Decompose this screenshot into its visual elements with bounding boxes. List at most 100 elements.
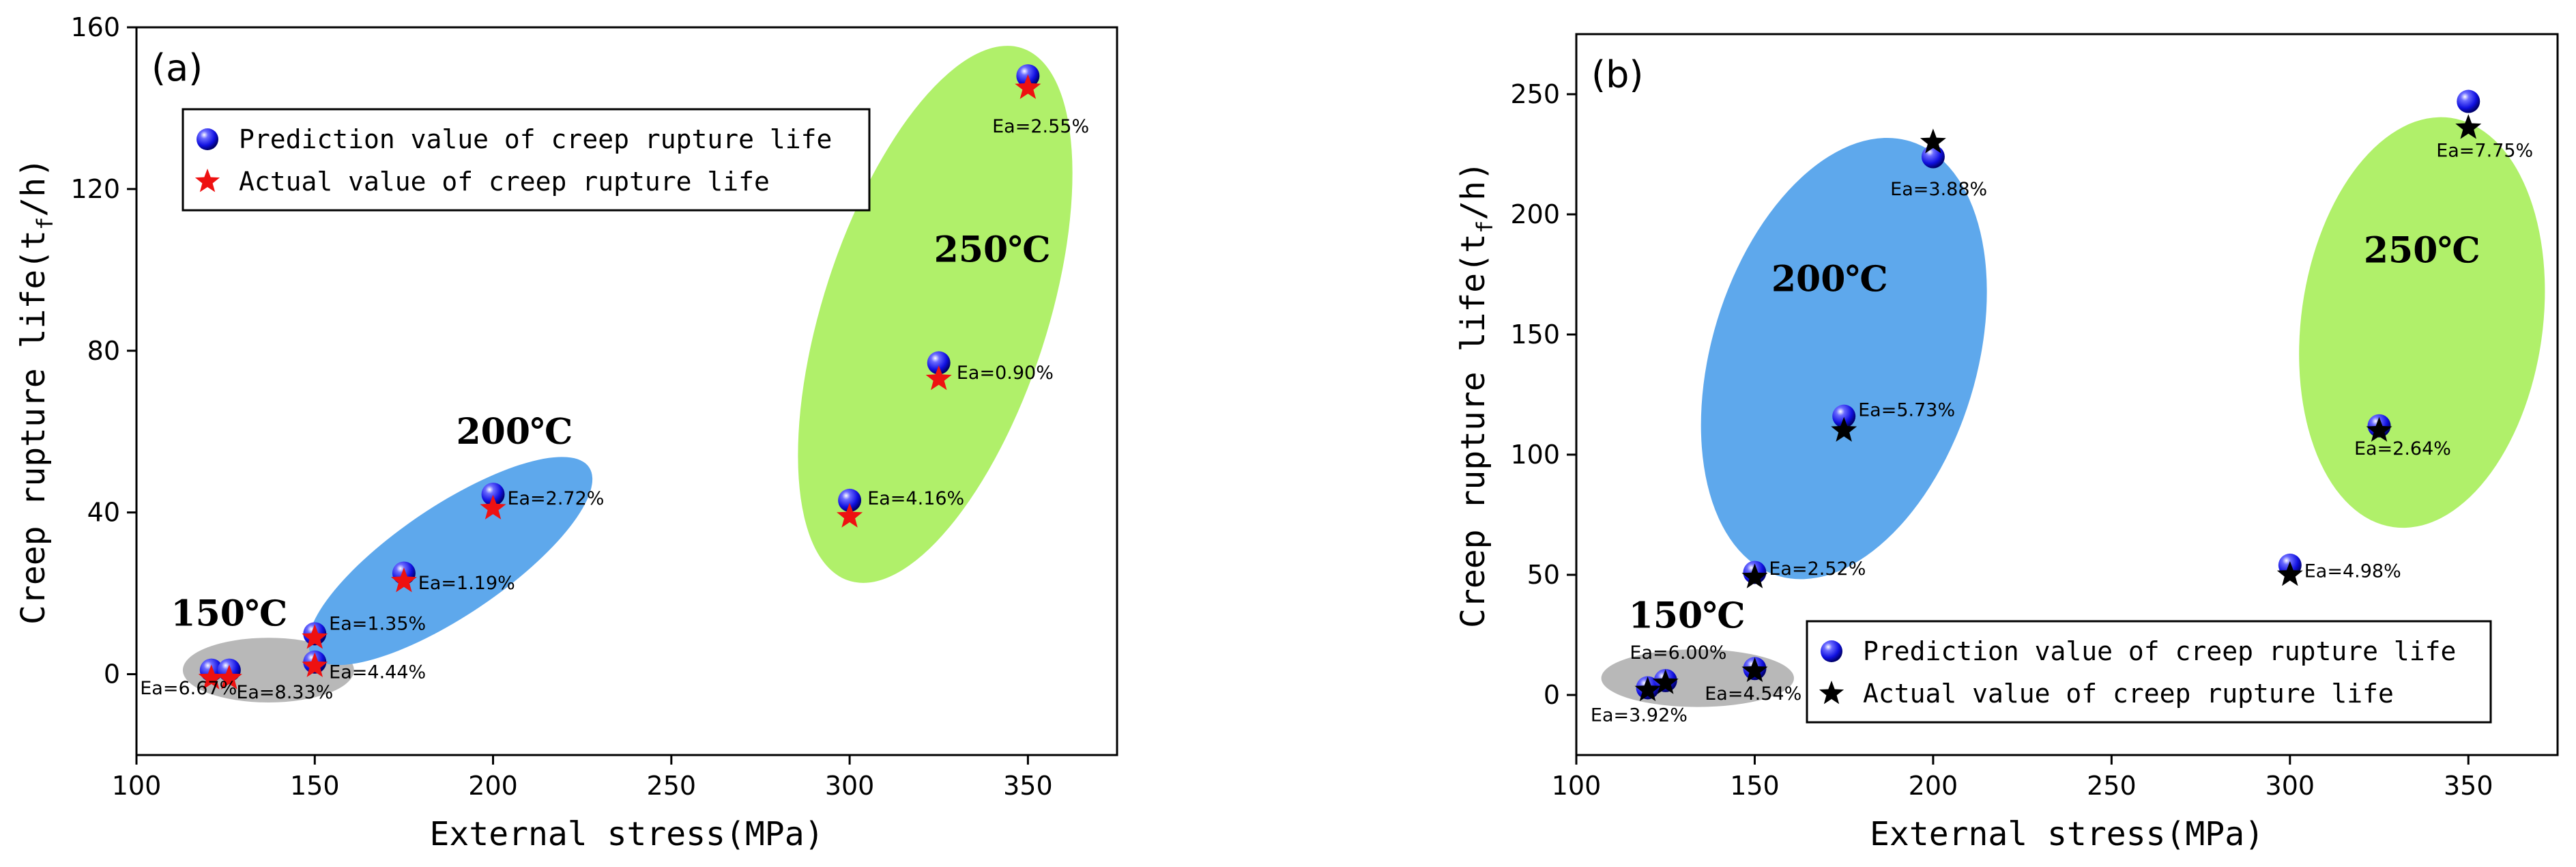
error-annotation: Ea=1.35% xyxy=(329,613,426,634)
x-tick-label: 200 xyxy=(1909,771,1958,801)
legend-predicted-marker xyxy=(197,128,218,150)
chart-panel-a: 100 150 200 250 300 350 0 40 80 120 160 External st… xyxy=(14,12,1118,853)
region-1-ellipse xyxy=(308,457,593,666)
x-tick-label: 250 xyxy=(2087,771,2137,801)
region-label: 250℃ xyxy=(2364,229,2480,271)
legend-box xyxy=(1806,620,2492,724)
error-annotation: Ea=2.64% xyxy=(2354,438,2451,459)
y-tick-label: 200 xyxy=(1510,199,1560,229)
error-annotation: Ea=7.75% xyxy=(2436,141,2533,162)
actual-point xyxy=(302,652,328,677)
legend-actual-label: Actual value of creep rupture life xyxy=(1863,679,2394,709)
legend-predicted-marker xyxy=(1821,640,1842,662)
y-axis-label-sub: f xyxy=(1472,221,1498,233)
x-tick-label: 200 xyxy=(468,771,518,801)
error-annotation: Ea=2.55% xyxy=(992,116,1089,137)
error-annotation: Ea=8.33% xyxy=(236,682,333,703)
x-tick-label: 150 xyxy=(1730,771,1780,801)
y-tick-label: 50 xyxy=(1527,560,1560,590)
predicted-point xyxy=(1921,145,1945,169)
legend-predicted-label: Prediction value of creep rupture life xyxy=(239,124,832,154)
actual-point xyxy=(2366,416,2392,442)
legend-actual-marker xyxy=(1819,681,1844,705)
error-annotation: Ea=3.88% xyxy=(1890,179,1987,200)
x-tick-label: 350 xyxy=(2444,771,2493,801)
y-tick-label: 0 xyxy=(1544,680,1560,710)
y-axis-label-main: Creep rupture life(t xyxy=(14,230,53,625)
x-tick-label: 150 xyxy=(290,771,340,801)
y-axis-label-sub: f xyxy=(32,217,58,230)
actual-point xyxy=(1015,74,1041,99)
actual-point xyxy=(2276,561,2303,586)
panel-label: (b) xyxy=(1591,53,1643,96)
y-tick-label: 80 xyxy=(87,336,120,366)
actual-point xyxy=(302,624,328,649)
predicted-point xyxy=(481,483,505,507)
error-annotation: Ea=4.98% xyxy=(2304,561,2401,582)
actual-point xyxy=(1634,677,1661,702)
y-axis-label-end: /h) xyxy=(14,158,53,217)
error-annotation: Ea=5.73% xyxy=(1858,400,1955,421)
predicted-point xyxy=(838,488,862,512)
x-axis-label: External stress(MPa) xyxy=(1870,815,2264,853)
error-annotation: Ea=4.54% xyxy=(1705,683,1801,705)
actual-point xyxy=(1652,669,1679,694)
legend-actual-label: Actual value of creep rupture life xyxy=(239,167,770,197)
x-tick-label: 300 xyxy=(2266,771,2315,801)
x-tick-label: 300 xyxy=(825,771,875,801)
y-axis-label-main: Creep rupture life(t xyxy=(1454,233,1492,628)
plot-frame xyxy=(135,26,1118,756)
legend-predicted-label: Prediction value of creep rupture life xyxy=(1863,636,2456,666)
error-annotation: Ea=0.90% xyxy=(957,363,1054,384)
predicted-point xyxy=(1832,404,1856,428)
region-2-ellipse xyxy=(2299,117,2545,528)
error-annotation: Ea=2.52% xyxy=(1769,558,1866,580)
y-tick-label: 100 xyxy=(1510,440,1560,470)
x-axis-label: External stress(MPa) xyxy=(430,815,824,853)
y-tick-label: 250 xyxy=(1510,79,1560,109)
actual-point xyxy=(480,494,506,520)
y-tick-label: 0 xyxy=(104,659,120,690)
plot-frame xyxy=(1575,33,2559,756)
error-annotation: Ea=4.44% xyxy=(329,662,426,683)
panel-label: (a) xyxy=(151,46,203,89)
actual-point xyxy=(1831,416,1857,442)
actual-point xyxy=(1920,128,1946,154)
x-tick-label: 100 xyxy=(1552,771,1602,801)
actual-point xyxy=(198,664,225,690)
chart-panel-b: 100 150 200 250 300 350 0 50 100 150 200 250 Externa… xyxy=(1454,33,2559,853)
actual-point xyxy=(216,664,242,690)
actual-point xyxy=(1741,657,1768,682)
region-label: 150℃ xyxy=(171,593,287,634)
error-annotation: Ea=2.72% xyxy=(507,488,604,509)
error-annotation: Ea=1.19% xyxy=(418,573,515,594)
error-annotation: Ea=6.67% xyxy=(140,678,237,699)
x-tick-label: 100 xyxy=(112,771,162,801)
region-1-ellipse xyxy=(1701,137,1987,580)
actual-point xyxy=(925,365,952,390)
y-axis-label: Creep rupture life(tf/h) xyxy=(14,158,58,625)
predicted-point xyxy=(927,351,951,375)
y-tick-label: 40 xyxy=(87,498,120,528)
legend-actual-marker xyxy=(194,169,220,193)
actual-point xyxy=(1741,563,1768,588)
y-tick-label: 150 xyxy=(1510,319,1560,350)
error-annotation: Ea=6.00% xyxy=(1630,642,1726,664)
legend-box xyxy=(182,108,871,212)
x-tick-label: 350 xyxy=(1003,771,1053,801)
error-annotation: Ea=4.16% xyxy=(867,488,964,509)
y-tick-label: 120 xyxy=(70,174,120,204)
y-tick-label: 160 xyxy=(70,12,120,42)
region-label: 150℃ xyxy=(1629,595,1746,636)
region-label: 200℃ xyxy=(456,411,573,453)
region-2-ellipse xyxy=(798,46,1073,583)
actual-point xyxy=(837,502,863,528)
y-axis-label-end: /h) xyxy=(1454,161,1492,221)
region-label: 250℃ xyxy=(934,229,1051,270)
actual-point xyxy=(390,567,417,593)
predicted-point xyxy=(2457,89,2480,113)
y-axis-label: Creep rupture life(tf/h) xyxy=(1454,161,1498,628)
x-tick-label: 250 xyxy=(647,771,697,801)
region-label: 200℃ xyxy=(1771,259,1888,300)
